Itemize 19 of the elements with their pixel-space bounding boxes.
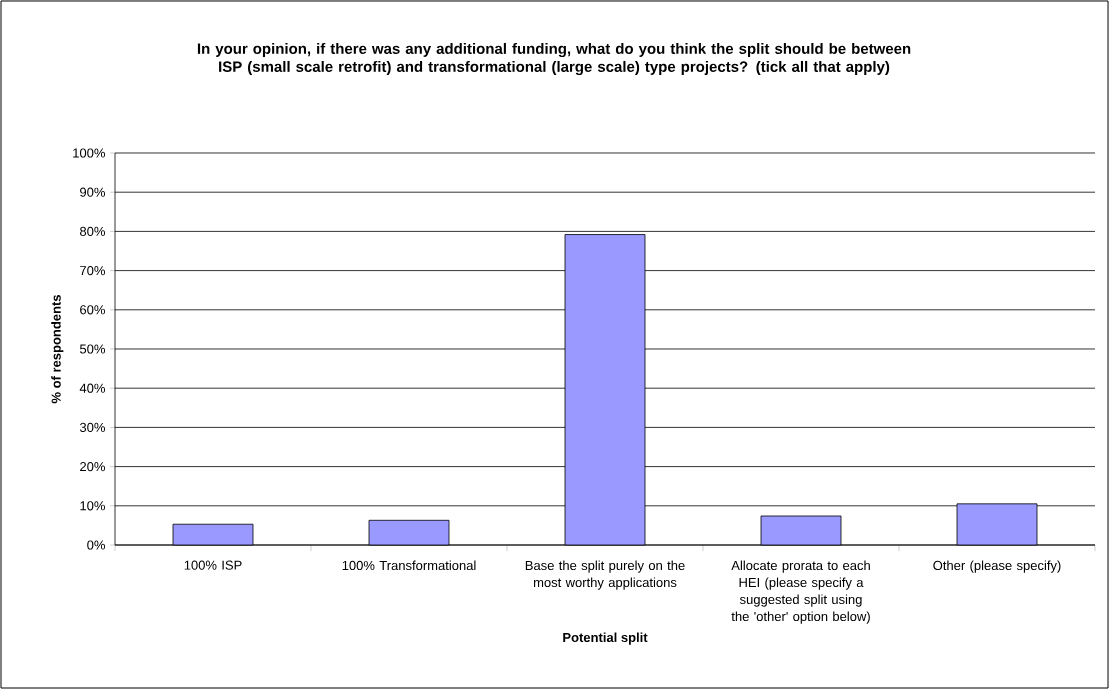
x-tick-label: Allocate prorata to each HEI (please specify a suggested split using the 'other' option below) [731,560,870,624]
y-tick-label: 50% [79,344,105,354]
y-tick-label: 90% [80,187,105,197]
y-axis-title: % of respondents [51,295,64,404]
y-tick-label: 20% [80,462,105,472]
x-tick-label: Other (please specify) [933,560,1061,573]
y-tick-label: 30% [79,422,105,432]
x-tick-label: Base the split purely on the most worthy applications [525,560,685,590]
x-tick-label: 100% Transformational [342,560,476,571]
x-tick-label: 100% ISP [184,560,242,570]
y-tick-label: 10% [80,501,105,511]
y-tick-label: 80% [80,226,105,236]
y-tick-label: 70% [80,265,105,276]
y-tick-label: 60% [80,305,105,315]
y-tick-label: 40% [79,383,105,393]
y-tick-label: 0% [87,540,105,550]
chart-title: In your opinion, if there was any additional funding, what do you think the split should be between ISP (small scale retrofit) and transformational (large scale) type projects? (tick all that apply) [197,42,911,76]
y-tick-label: 100% [73,148,105,158]
x-axis-title: Potential split [563,632,648,645]
